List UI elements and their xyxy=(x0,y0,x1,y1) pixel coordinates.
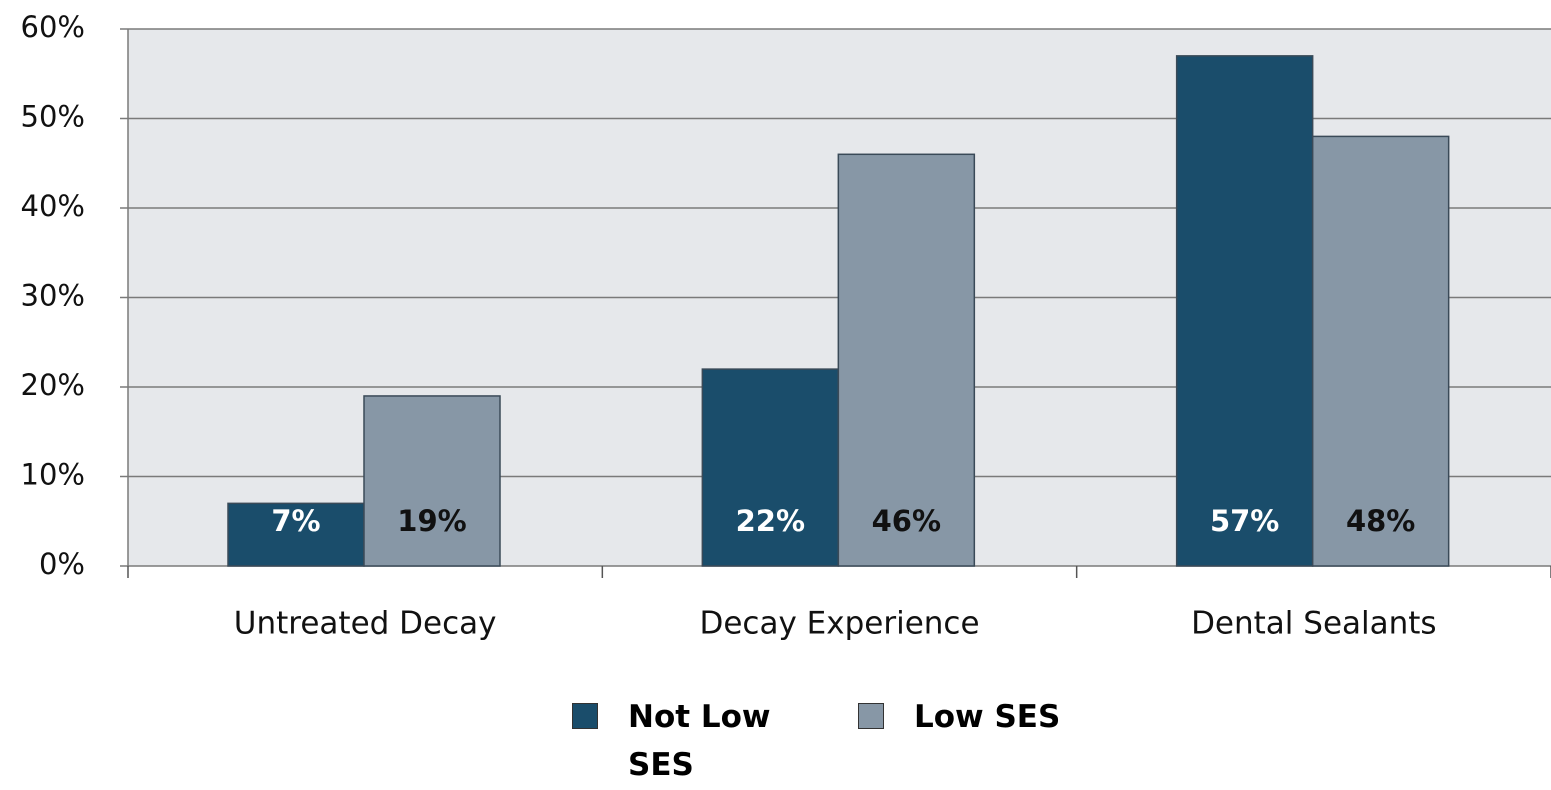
y-tick-label: 10% xyxy=(21,458,85,492)
y-tick-label: 60% xyxy=(21,10,85,44)
legend-swatch xyxy=(858,703,884,729)
value-label: 22% xyxy=(736,504,805,538)
legend-swatch xyxy=(572,703,598,729)
x-tick-label: Decay Experience xyxy=(699,606,979,642)
value-label: 48% xyxy=(1346,504,1415,538)
y-tick-label: 20% xyxy=(21,368,85,402)
y-tick-label: 0% xyxy=(39,547,85,581)
legend-item: Not Low SES xyxy=(572,699,798,789)
legend-item: Low SES xyxy=(858,699,1084,741)
bar xyxy=(1311,135,1450,567)
x-tick-label: Dental Sealants xyxy=(1191,606,1437,642)
bar xyxy=(363,395,501,567)
y-tick-label: 40% xyxy=(21,189,85,223)
legend-label: Not Low SES xyxy=(628,699,771,783)
legend-label: Low SES xyxy=(914,699,1061,735)
x-tick-label: Untreated Decay xyxy=(234,606,497,642)
value-label: 7% xyxy=(271,504,320,538)
y-tick-label: 50% xyxy=(21,100,85,134)
y-tick-label: 30% xyxy=(21,279,85,313)
bar xyxy=(837,153,976,567)
value-label: 46% xyxy=(872,504,941,538)
value-label: 19% xyxy=(397,504,466,538)
bar xyxy=(1175,55,1314,567)
value-label: 57% xyxy=(1210,504,1279,538)
